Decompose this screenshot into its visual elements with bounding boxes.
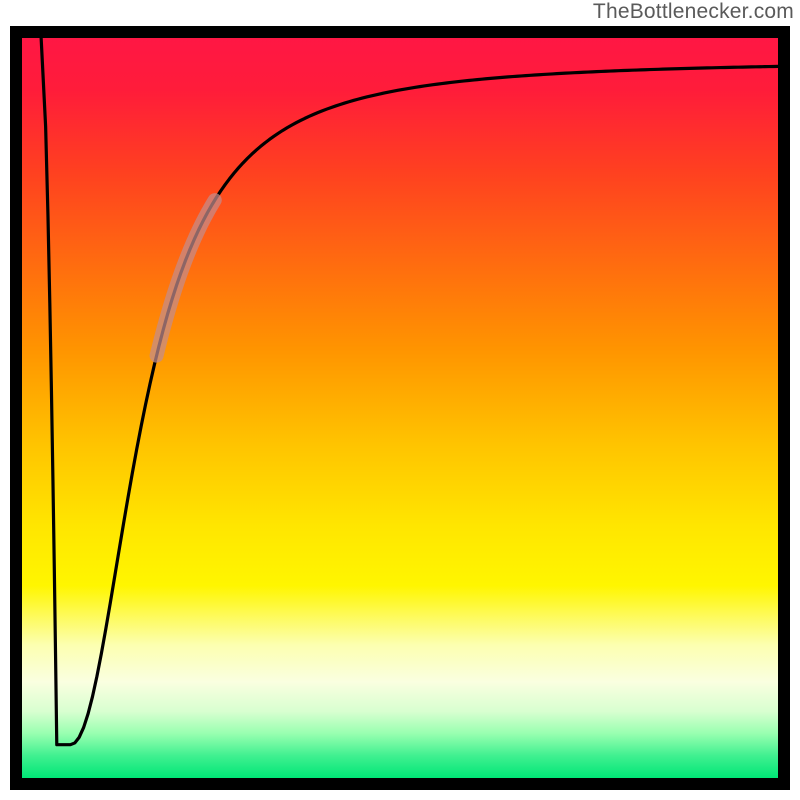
chart-container: TheBottlenecker.com [0,0,800,800]
chart-svg [0,0,800,800]
plot-background [22,38,778,778]
watermark-text: TheBottlenecker.com [593,0,794,24]
